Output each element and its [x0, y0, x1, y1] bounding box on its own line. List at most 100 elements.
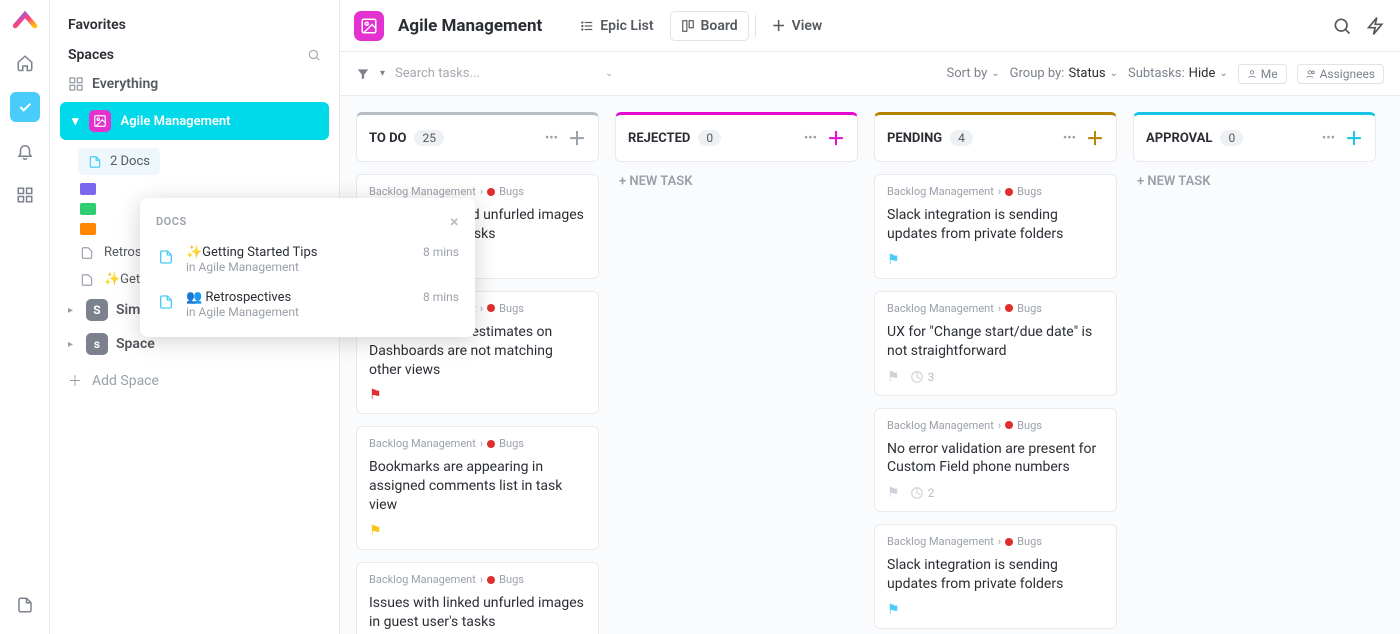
status-dot — [487, 440, 495, 448]
everything-row[interactable]: Everything — [50, 70, 339, 98]
space-icon: S — [86, 299, 108, 321]
notifications-icon[interactable] — [10, 136, 40, 166]
app-logo[interactable] — [12, 8, 38, 34]
new-task-button[interactable]: + NEW TASK — [874, 629, 1117, 634]
plus-icon: ＋ — [68, 371, 82, 391]
popup-item-time: 8 mins — [423, 290, 459, 304]
add-task-icon[interactable]: ＋ — [1345, 125, 1363, 151]
active-space-row[interactable]: ▾ Agile Management — [60, 102, 329, 140]
bolt-icon[interactable] — [1366, 16, 1386, 36]
board-column: TO DO 25 ••• ＋ Backlog Management›Bugs I… — [356, 112, 599, 618]
board: TO DO 25 ••• ＋ Backlog Management›Bugs I… — [340, 96, 1400, 634]
add-task-icon[interactable]: ＋ — [568, 125, 586, 151]
column-header: APPROVAL 0 ••• ＋ — [1133, 112, 1376, 162]
chevron-down-icon[interactable]: ⌄ — [605, 68, 613, 79]
status-dot — [1005, 421, 1013, 429]
task-card[interactable]: Backlog Management›Bugs Slack integratio… — [874, 524, 1117, 629]
add-task-icon[interactable]: ＋ — [1086, 125, 1104, 151]
popup-item-time: 8 mins — [423, 245, 459, 259]
task-card[interactable]: Backlog Management›Bugs No error validat… — [874, 408, 1117, 513]
column-header: PENDING 4 ••• ＋ — [874, 112, 1117, 162]
column-header: TO DO 25 ••• ＋ — [356, 112, 599, 162]
doc-icon — [88, 155, 102, 169]
home-icon[interactable] — [10, 48, 40, 78]
new-task-button[interactable]: + NEW TASK — [1133, 162, 1376, 201]
docs-popup: DOCS × ✨Getting Started Tipsin Agile Mana… — [140, 198, 475, 337]
task-title: Issues with linked unfurled images in gu… — [369, 594, 586, 632]
space-icon: s — [86, 333, 108, 355]
task-card[interactable]: Backlog Management›Bugs Issues with link… — [356, 562, 599, 634]
chevron-down-icon[interactable]: ▾ — [380, 68, 385, 79]
chevron-right-icon: ▸ — [68, 305, 78, 316]
more-icon[interactable]: ••• — [545, 131, 558, 146]
task-card[interactable]: Backlog Management›Bugs UX for "Change s… — [874, 291, 1117, 396]
popup-item[interactable]: 👥 Retrospectivesin Agile Management 8 mi… — [140, 282, 475, 327]
column-name: PENDING — [887, 131, 942, 146]
task-card[interactable]: Backlog Management›Bugs Slack integratio… — [874, 174, 1117, 279]
docs-pill[interactable]: 2 Docs — [78, 148, 160, 175]
breadcrumb: Backlog Management›Bugs — [887, 535, 1104, 548]
flag-icon[interactable]: ⚑ — [887, 602, 900, 618]
board-icon — [681, 19, 695, 33]
folder-icon — [80, 203, 96, 215]
task-title: No error validation are present for Cust… — [887, 440, 1104, 478]
add-space-button[interactable]: ＋Add Space — [50, 361, 339, 401]
breadcrumb: Backlog Management›Bugs — [887, 302, 1104, 315]
main: Agile Management Epic List Board ＋View ▾… — [340, 0, 1400, 634]
filter-icon[interactable] — [356, 67, 370, 81]
apps-icon[interactable] — [10, 180, 40, 210]
column-count: 4 — [950, 130, 973, 146]
sort-by-button[interactable]: Sort by⌄ — [947, 66, 1000, 81]
new-task-button[interactable]: + NEW TASK — [615, 162, 858, 201]
list-icon — [580, 19, 594, 33]
flag-icon[interactable]: ⚑ — [369, 387, 382, 403]
folder-icon — [80, 223, 96, 235]
popup-item-sub: in Agile Management — [186, 260, 413, 274]
more-icon[interactable]: ••• — [1063, 131, 1076, 146]
folder-purple[interactable] — [50, 179, 339, 199]
doc-icon — [156, 247, 176, 267]
page-title: Agile Management — [398, 16, 542, 36]
grid-icon — [68, 76, 84, 92]
add-task-icon[interactable]: ＋ — [827, 125, 845, 151]
spaces-heading[interactable]: Spaces — [50, 40, 339, 70]
more-icon[interactable]: ••• — [804, 131, 817, 146]
flag-icon[interactable]: ⚑ — [887, 252, 900, 268]
person-icon — [1247, 69, 1257, 79]
more-icon[interactable]: ••• — [1322, 131, 1335, 146]
search-spaces-icon[interactable] — [307, 48, 321, 62]
board-column: APPROVAL 0 ••• ＋ + NEW TASK — [1133, 112, 1376, 618]
flag-icon[interactable]: ⚑ — [887, 369, 900, 385]
popup-item-sub: in Agile Management — [186, 305, 413, 319]
breadcrumb: Backlog Management›Bugs — [369, 437, 586, 450]
group-by-button[interactable]: Group by: Status⌄ — [1010, 66, 1118, 81]
flag-icon[interactable]: ⚑ — [887, 485, 900, 501]
image-icon — [89, 110, 111, 132]
search-icon[interactable] — [1332, 16, 1352, 36]
column-name: TO DO — [369, 131, 406, 146]
tasks-icon[interactable] — [10, 92, 40, 122]
tab-epic-list[interactable]: Epic List — [570, 12, 663, 40]
subtasks-button[interactable]: Subtasks: Hide⌄ — [1128, 66, 1228, 81]
task-card[interactable]: Backlog Management›Bugs Bookmarks are ap… — [356, 426, 599, 550]
popup-heading: DOCS — [156, 215, 187, 228]
subtask-count: 3 — [910, 370, 935, 384]
status-dot — [1005, 188, 1013, 196]
favorites-heading[interactable]: Favorites — [50, 10, 339, 40]
add-view-button[interactable]: ＋View — [762, 10, 833, 42]
flag-icon[interactable]: ⚑ — [369, 523, 382, 539]
breadcrumb: Backlog Management›Bugs — [887, 419, 1104, 432]
column-count: 0 — [1220, 130, 1243, 146]
close-icon[interactable]: × — [450, 212, 459, 231]
me-button[interactable]: Me — [1238, 64, 1287, 84]
doc-icon — [80, 246, 94, 260]
docs-rail-icon[interactable] — [10, 590, 40, 620]
assignees-button[interactable]: Assignees — [1297, 64, 1384, 84]
search-input[interactable]: Search tasks... — [395, 66, 595, 81]
popup-item[interactable]: ✨Getting Started Tipsin Agile Management… — [140, 237, 475, 282]
board-column: REJECTED 0 ••• ＋ + NEW TASK — [615, 112, 858, 618]
task-title: Bookmarks are appearing in assigned comm… — [369, 458, 586, 515]
status-dot — [1005, 538, 1013, 546]
tab-board[interactable]: Board — [670, 11, 749, 41]
popup-item-title: 👥 Retrospectives — [186, 290, 413, 305]
